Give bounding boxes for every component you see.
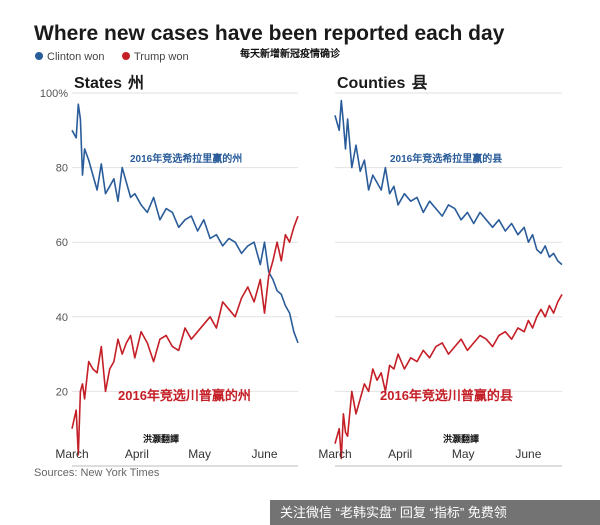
- x-tick-label: March: [318, 447, 351, 461]
- panel-counties: Counties 县 2016年竞选希拉里赢的县 2016年竞选川普赢的县 Mar…: [318, 74, 563, 467]
- chinese-subtitle: 每天新增新冠疫情确诊: [240, 47, 341, 60]
- panel-title-en: States: [74, 75, 122, 92]
- translator-credit-states: 洪灏翻譯: [143, 433, 179, 444]
- promo-banner-text: 关注微信 “老韩实盘” 回复 “指标” 免费领: [280, 505, 507, 520]
- y-tick-label: 40: [56, 312, 68, 324]
- legend-swatch-trump: [122, 52, 130, 60]
- legend-swatch-clinton: [35, 52, 43, 60]
- annotation-trump-states: 2016年竞选川普赢的州: [118, 388, 251, 403]
- x-tick-label: March: [55, 447, 88, 461]
- panel-states: States 州 2016年竞选希拉里赢的州 2016年竞选川普赢的州 100% 8…: [40, 74, 299, 467]
- x-tick-label: June: [515, 447, 541, 461]
- legend-label-trump: Trump won: [134, 51, 189, 63]
- panel-title-states: States 州: [74, 74, 144, 92]
- translator-credit-counties: 洪灏翻譯: [443, 433, 479, 444]
- legend: Clinton won Trump won: [35, 51, 189, 63]
- source-note: Sources: New York Times: [34, 467, 160, 479]
- series-line-trump: [71, 215, 299, 456]
- series-line-trump: [334, 294, 563, 460]
- x-tick-label: April: [388, 447, 412, 461]
- panel-title-en: Counties: [337, 75, 406, 92]
- x-tick-label: May: [188, 447, 211, 461]
- legend-label-clinton: Clinton won: [47, 51, 104, 63]
- x-tick-label: April: [125, 447, 149, 461]
- x-tick-label: May: [452, 447, 475, 461]
- annotation-clinton-counties: 2016年竞选希拉里赢的县: [390, 152, 502, 165]
- panel-title-counties: Counties 县: [337, 74, 427, 92]
- x-tick-label: June: [252, 447, 278, 461]
- y-tick-label: 100%: [40, 88, 68, 100]
- chart-title: Where new cases have been reported each …: [34, 22, 505, 45]
- y-tick-label: 60: [56, 237, 68, 249]
- panel-title-cn: 县: [411, 74, 427, 92]
- promo-banner: [270, 500, 600, 525]
- series-line-clinton: [334, 99, 563, 266]
- annotation-clinton-states: 2016年竞选希拉里赢的州: [130, 152, 242, 165]
- panel-title-cn: 州: [127, 74, 144, 92]
- y-tick-label: 20: [56, 386, 68, 398]
- annotation-trump-counties: 2016年竞选川普赢的县: [380, 388, 513, 403]
- y-tick-label: 80: [56, 163, 68, 175]
- series-line-clinton: [71, 103, 299, 344]
